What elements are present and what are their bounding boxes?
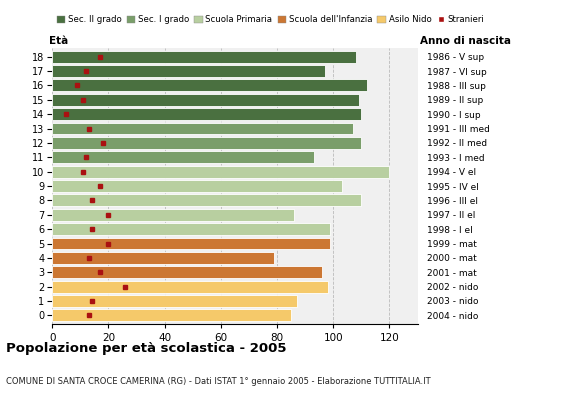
Bar <box>52 281 328 292</box>
Bar <box>52 295 297 307</box>
Bar <box>52 137 361 149</box>
Bar <box>52 151 314 163</box>
Bar <box>52 223 331 235</box>
Bar <box>52 310 291 321</box>
Bar <box>52 194 361 206</box>
Bar <box>52 80 367 91</box>
Bar <box>52 51 356 62</box>
Bar <box>52 166 390 178</box>
Bar <box>52 238 331 249</box>
Text: Popolazione per età scolastica - 2005: Popolazione per età scolastica - 2005 <box>6 342 287 355</box>
Bar <box>52 108 361 120</box>
Text: Anno di nascita: Anno di nascita <box>420 36 512 46</box>
Bar <box>52 65 325 77</box>
Text: Età: Età <box>49 36 68 46</box>
Bar <box>52 209 294 221</box>
Text: COMUNE DI SANTA CROCE CAMERINA (RG) - Dati ISTAT 1° gennaio 2005 - Elaborazione : COMUNE DI SANTA CROCE CAMERINA (RG) - Da… <box>6 377 430 386</box>
Bar <box>52 123 353 134</box>
Bar <box>52 266 322 278</box>
Bar <box>52 252 274 264</box>
Bar <box>52 94 358 106</box>
Bar <box>52 180 342 192</box>
Legend: Sec. II grado, Sec. I grado, Scuola Primaria, Scuola dell'Infanzia, Asilo Nido, : Sec. II grado, Sec. I grado, Scuola Prim… <box>56 15 484 24</box>
